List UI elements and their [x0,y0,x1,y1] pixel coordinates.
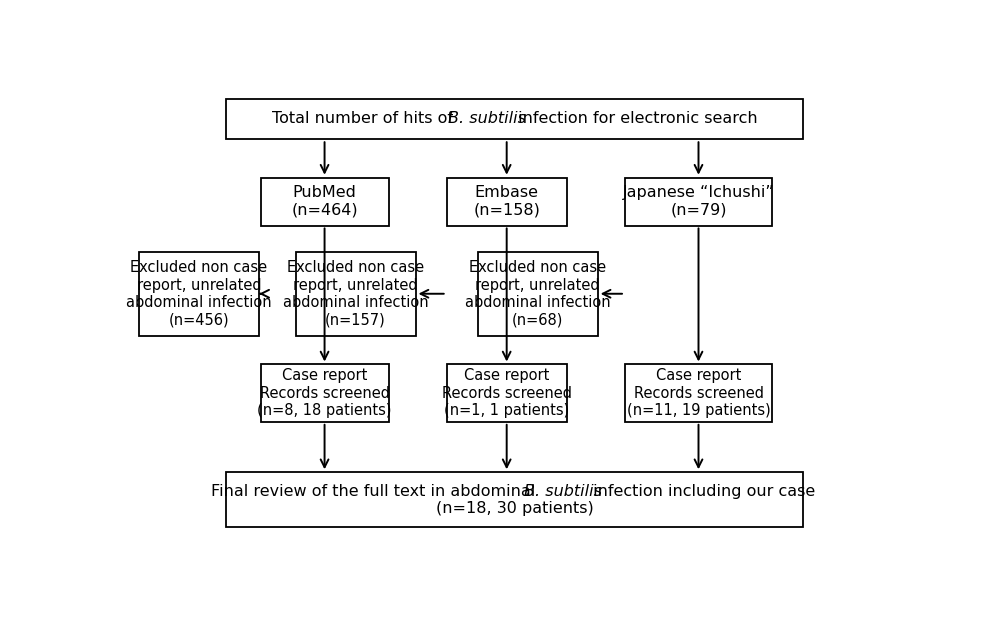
Text: Japanese “Ichushi”
(n=79): Japanese “Ichushi” (n=79) [623,185,774,218]
Text: infection including our case: infection including our case [588,484,815,499]
Text: B. subtilis: B. subtilis [448,111,526,126]
Bar [447,364,567,422]
Text: (n=18, 30 patients): (n=18, 30 patients) [436,501,593,516]
Bar [625,364,772,422]
Bar [261,364,388,422]
Bar [447,178,567,226]
Bar [625,178,772,226]
Text: Total number of hits of: Total number of hits of [272,111,458,126]
Text: infection for electronic search: infection for electronic search [513,111,758,126]
Text: Final review of the full text in abdominal: Final review of the full text in abdomin… [211,484,540,499]
Text: Embase
(n=158): Embase (n=158) [473,185,540,218]
Text: Excluded non case
report, unrelated
abdominal infection
(n=157): Excluded non case report, unrelated abdo… [283,260,428,327]
Text: Case report
Records screened
(n=8, 18 patients): Case report Records screened (n=8, 18 pa… [257,368,392,418]
Text: PubMed
(n=464): PubMed (n=464) [291,185,358,218]
Text: Case report
Records screened
(n=11, 19 patients): Case report Records screened (n=11, 19 p… [627,368,770,418]
Text: Excluded non case
report, unrelated
abdominal infection
(n=456): Excluded non case report, unrelated abdo… [126,260,272,327]
Bar [478,252,598,336]
Bar [139,252,259,336]
Bar [261,178,388,226]
Text: Case report
Records screened
(n=1, 1 patients): Case report Records screened (n=1, 1 pat… [442,368,572,418]
Text: Excluded non case
report, unrelated
abdominal infection
(n=68): Excluded non case report, unrelated abdo… [465,260,610,327]
Bar [226,98,803,139]
Bar [226,472,803,527]
Bar [296,252,416,336]
Text: B. subtilis: B. subtilis [524,484,602,499]
